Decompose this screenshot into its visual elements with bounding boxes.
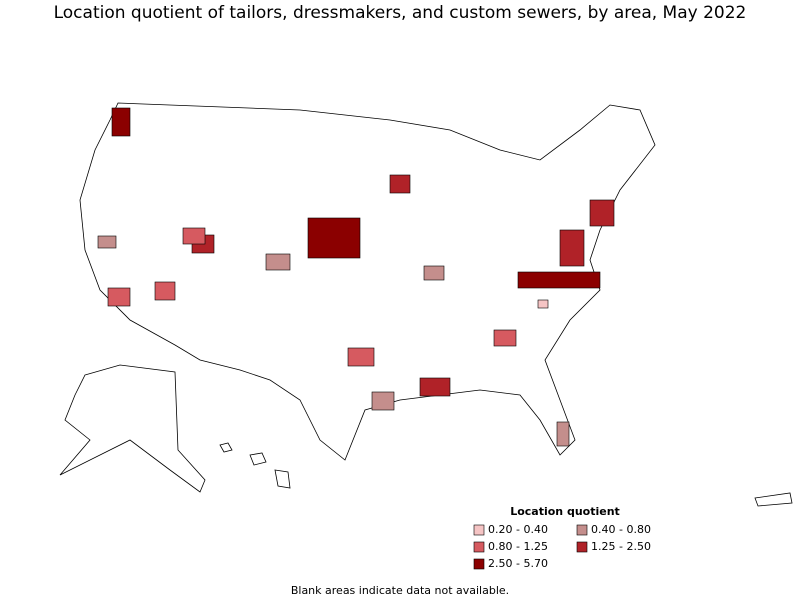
legend-label: 1.25 - 2.50 xyxy=(591,540,651,553)
shaded-area xyxy=(265,253,291,271)
contiguous-us xyxy=(79,102,656,461)
puerto-rico xyxy=(754,492,793,507)
footnote: Blank areas indicate data not available. xyxy=(291,584,509,597)
alaska xyxy=(59,364,206,493)
legend-title: Location quotient xyxy=(510,505,620,518)
legend-swatch xyxy=(473,541,485,553)
hawaii xyxy=(219,442,233,453)
hawaii xyxy=(274,469,291,489)
legend: Location quotient 0.20 - 0.40 0.40 - 0.80… xyxy=(473,505,651,570)
shaded-area xyxy=(389,174,411,194)
shaded-area xyxy=(589,199,615,227)
shaded-area xyxy=(182,227,206,245)
shaded-area xyxy=(97,235,117,249)
legend-swatch xyxy=(576,541,588,553)
shaded-area xyxy=(423,265,445,281)
shaded-area xyxy=(556,421,570,447)
legend-items: 0.20 - 0.40 0.40 - 0.80 0.80 - 1.25 1.25 - … xyxy=(473,523,651,570)
map-title: Location quotient of tailors, dressmaker… xyxy=(54,3,747,23)
shaded-area xyxy=(347,347,375,367)
shaded-area xyxy=(154,281,176,301)
legend-label: 2.50 - 5.70 xyxy=(488,557,548,570)
legend-label: 0.80 - 1.25 xyxy=(488,540,548,553)
legend-label: 0.20 - 0.40 xyxy=(488,523,548,536)
shaded-area xyxy=(371,391,395,411)
shaded-area xyxy=(559,229,585,267)
map xyxy=(59,102,793,507)
legend-swatch xyxy=(473,558,485,570)
shaded-area xyxy=(111,107,131,137)
legend-swatch xyxy=(576,524,588,536)
shaded-area xyxy=(537,299,549,309)
shaded-area xyxy=(493,329,517,347)
shaded-area xyxy=(419,377,451,397)
hawaii xyxy=(249,452,267,466)
shaded-area xyxy=(107,287,131,307)
legend-swatch xyxy=(473,524,485,536)
legend-label: 0.40 - 0.80 xyxy=(591,523,651,536)
shaded-area xyxy=(517,271,601,289)
shaded-areas xyxy=(97,107,615,447)
shaded-area xyxy=(307,217,361,259)
